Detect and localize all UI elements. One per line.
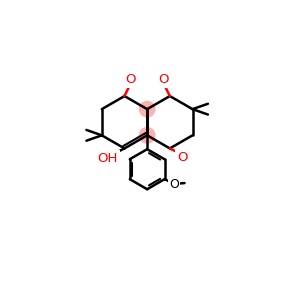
Text: O: O — [177, 151, 188, 164]
Text: O: O — [125, 73, 136, 85]
Text: O: O — [169, 178, 179, 191]
Circle shape — [140, 101, 155, 117]
Text: O: O — [159, 73, 169, 85]
Text: OH: OH — [98, 152, 118, 165]
Circle shape — [140, 128, 155, 143]
